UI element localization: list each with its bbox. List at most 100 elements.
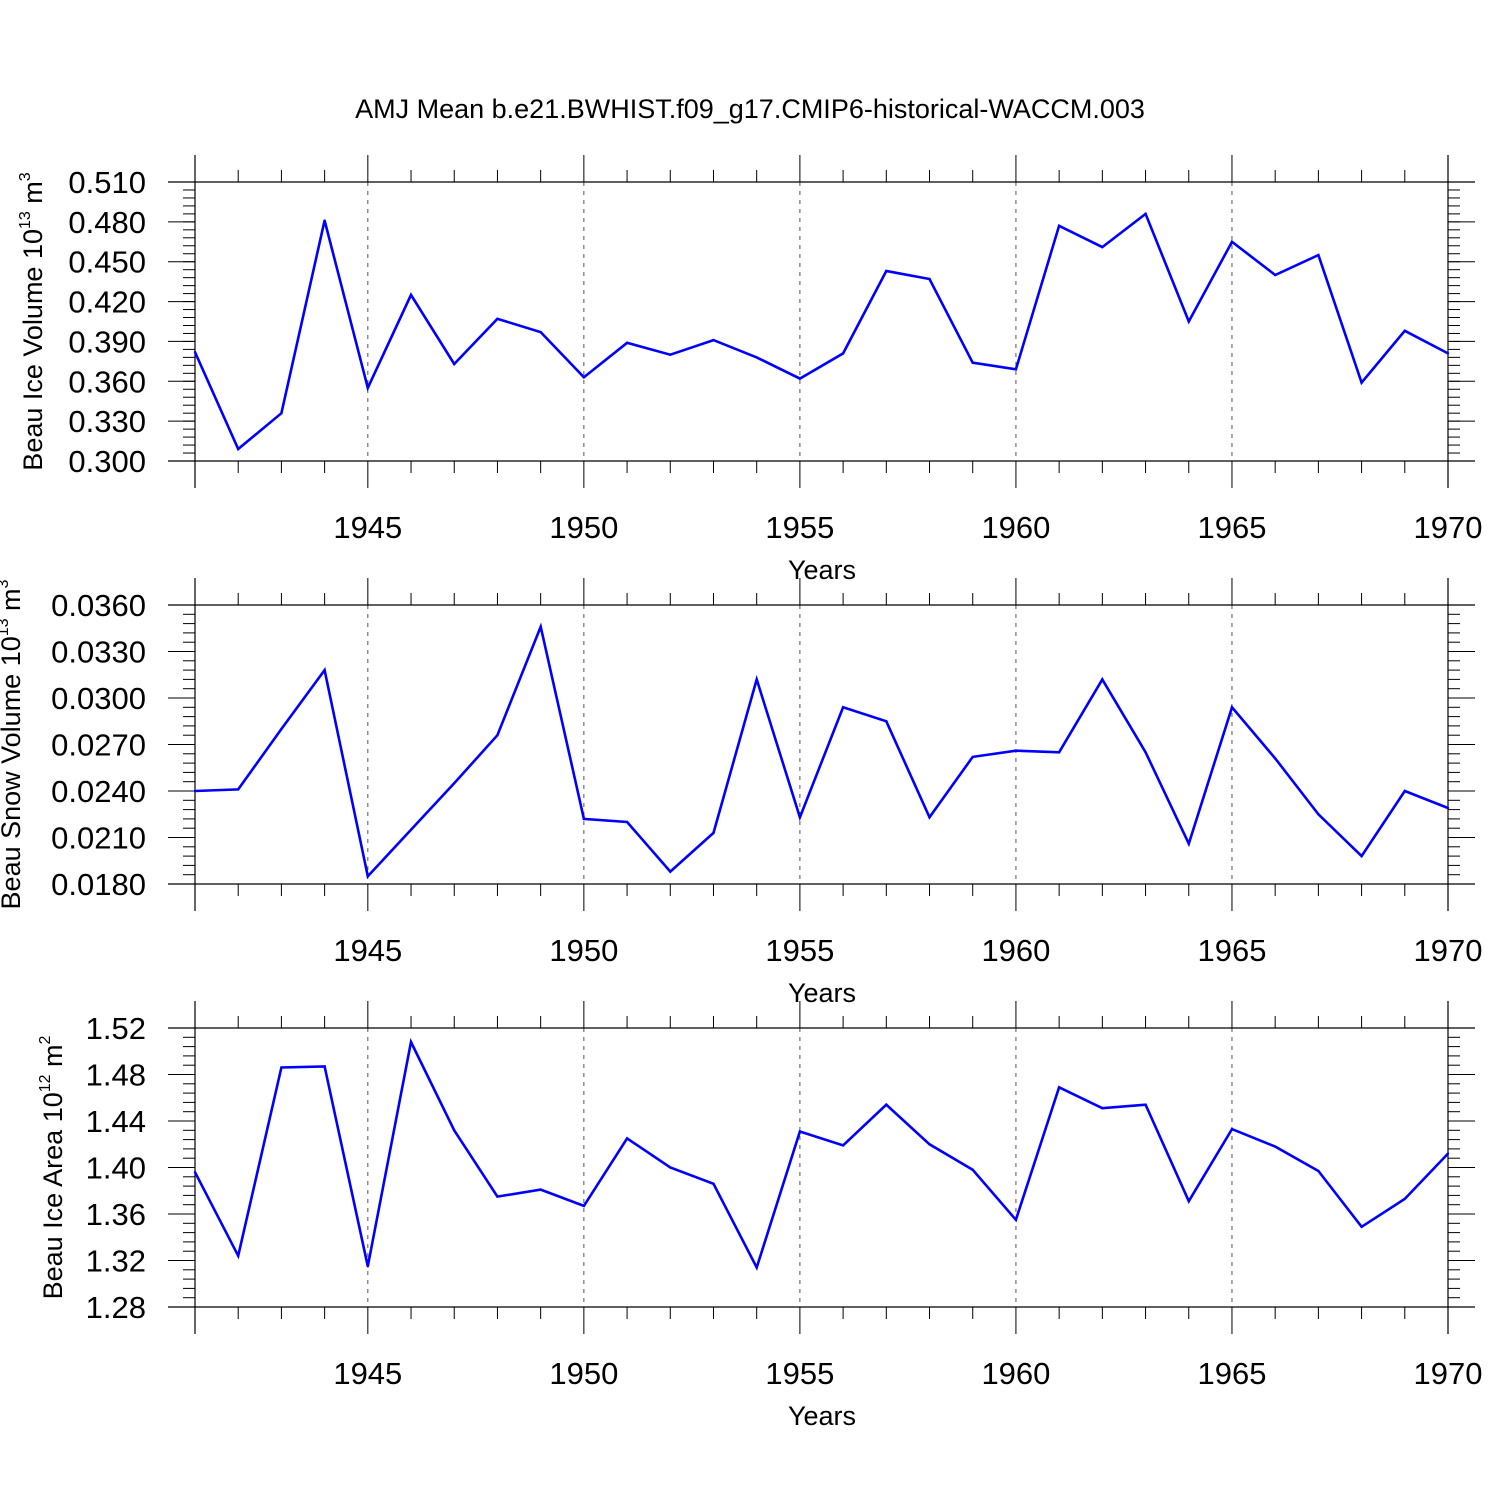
data-point: [885, 720, 888, 723]
series-line: [193, 211, 1449, 452]
data-point: [885, 269, 888, 273]
data-point: [1101, 245, 1104, 249]
data-point: [323, 1065, 326, 1068]
data-point: [1014, 749, 1018, 752]
data-point: [928, 816, 931, 819]
x-tick-label: 1955: [765, 1356, 834, 1391]
data-point: [971, 755, 974, 759]
y-axis-label-unit: m: [38, 1044, 68, 1074]
data-point: [280, 1066, 283, 1069]
y-tick-label: 0.420: [68, 285, 146, 320]
x-axis-label: Years: [788, 978, 856, 1008]
data-point: [496, 734, 499, 737]
x-axis-label: Years: [788, 555, 856, 585]
data-point: [1014, 1218, 1018, 1222]
data-point: [625, 1137, 629, 1140]
y-tick-label: 0.0330: [51, 635, 146, 670]
data-point: [1101, 678, 1104, 681]
y-axis-label-exponent: 13: [0, 618, 12, 636]
y-axis-label-exponent: 12: [37, 1074, 54, 1092]
y-tick-label: 1.44: [86, 1104, 146, 1139]
x-tick-label: 1950: [549, 933, 618, 968]
y-tick-label: 1.28: [86, 1290, 146, 1325]
data-point: [1317, 253, 1320, 257]
y-axis-label-text: Beau Ice Area 10: [38, 1092, 68, 1299]
series-line: [193, 1037, 1449, 1271]
x-tick-label: 1955: [765, 510, 834, 545]
y-tick-label: 0.360: [68, 364, 146, 399]
data-point: [1360, 854, 1363, 858]
data-point: [625, 820, 629, 824]
data-point: [885, 1103, 888, 1106]
y-tick-label: 1.52: [86, 1011, 146, 1046]
data-point: [1230, 1127, 1234, 1131]
data-point: [496, 1195, 499, 1198]
data-point: [539, 330, 542, 334]
data-point: [237, 1254, 240, 1258]
data-point: [1403, 329, 1406, 332]
data-point: [1101, 1107, 1104, 1110]
x-tick-label: 1970: [1414, 1356, 1483, 1391]
figure-title: AMJ Mean b.e21.BWHIST.f09_g17.CMIP6-hist…: [355, 94, 1145, 124]
data-point: [798, 377, 802, 380]
data-point: [193, 350, 197, 354]
y-tick-label: 0.0180: [51, 867, 146, 902]
data-point: [798, 816, 802, 819]
chart-panel-2: 0.0180 0.0210 0.0240 0.0270 0.0300 0.0330 0.03…: [0, 578, 1482, 1008]
chart-panel-3: 1.28 1.32 1.36 1.40 1.44 1.48 1.52 1945 1950 1955…: [37, 1001, 1482, 1431]
y-axis-label: Beau Snow Volume 1013 m3: [0, 579, 26, 909]
data-point: [582, 376, 586, 379]
data-point: [496, 317, 499, 321]
data-point: [237, 788, 240, 791]
data-point: [280, 411, 283, 415]
data-point: [1057, 224, 1061, 228]
series-line: [194, 622, 1449, 880]
data-point: [280, 727, 283, 731]
y-tick-label: 0.300: [68, 444, 146, 479]
data-point: [1144, 212, 1147, 216]
x-tick-label: 1970: [1414, 510, 1483, 545]
data-point: [669, 1166, 672, 1169]
data-point: [755, 1266, 758, 1269]
y-tick-label: 0.510: [68, 165, 146, 200]
x-tick-label: 1965: [1197, 510, 1266, 545]
y-tick-label: 0.330: [68, 404, 146, 439]
y-axis-label-unit: m: [0, 588, 26, 618]
data-point: [1187, 842, 1190, 845]
data-point: [582, 1204, 586, 1208]
data-point: [453, 782, 456, 785]
y-tick-label: 0.0300: [51, 681, 146, 716]
y-tick-label: 1.40: [86, 1151, 146, 1186]
y-tick-label: 0.390: [68, 324, 146, 359]
data-point: [1446, 1152, 1450, 1155]
data-point: [1446, 806, 1450, 810]
data-point: [755, 356, 758, 359]
y-axis-label-unit-exponent: 3: [0, 579, 12, 588]
data-point: [971, 1168, 974, 1172]
data-point: [453, 1129, 456, 1132]
y-tick-label: 0.450: [68, 245, 146, 280]
data-point: [1187, 1200, 1190, 1203]
data-point: [712, 1182, 715, 1185]
x-tick-label: 1945: [333, 1356, 402, 1391]
data-point: [1057, 1086, 1061, 1089]
data-point: [1403, 1197, 1406, 1201]
y-tick-label: 0.0270: [51, 728, 146, 763]
data-point: [841, 352, 845, 355]
data-point: [193, 789, 197, 793]
x-tick-label: 1960: [981, 510, 1050, 545]
data-point: [712, 338, 715, 342]
data-point: [712, 831, 715, 835]
data-point: [539, 625, 542, 628]
x-tick-label: 1960: [981, 1356, 1050, 1391]
chart-panel-1: 0.300 0.330 0.360 0.390 0.420 0.450 0.480 0.510…: [17, 155, 1482, 585]
data-point: [1057, 751, 1061, 754]
data-point: [323, 668, 326, 672]
data-point: [409, 828, 413, 831]
x-tick-label: 1945: [333, 933, 402, 968]
data-point: [928, 277, 931, 281]
x-tick-label: 1965: [1197, 933, 1266, 968]
x-tick-label: 1950: [549, 510, 618, 545]
